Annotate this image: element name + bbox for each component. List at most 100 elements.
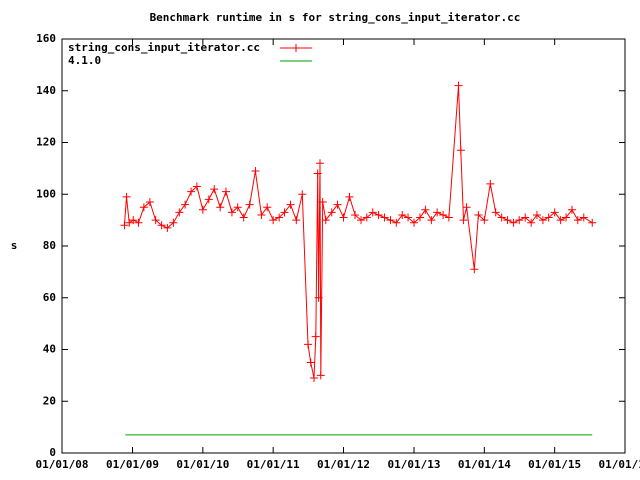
point-marker [351, 210, 360, 219]
point-marker [456, 146, 465, 155]
point-marker [151, 216, 160, 225]
y-tick-label: 20 [43, 394, 56, 407]
point-marker [129, 216, 138, 225]
point-marker [521, 213, 530, 222]
point-marker [497, 213, 506, 222]
point-marker [410, 218, 419, 227]
legend-label: string_cons_input_iterator.cc [68, 41, 260, 54]
y-tick-label: 0 [49, 446, 56, 459]
point-marker [187, 187, 196, 196]
point-marker [427, 216, 436, 225]
point-marker [204, 195, 213, 204]
x-tick-label: 01/01/13 [388, 458, 441, 471]
point-marker [311, 332, 320, 341]
point-marker [444, 213, 453, 222]
point-marker [275, 213, 284, 222]
point-marker [415, 213, 424, 222]
point-marker [251, 166, 260, 175]
point-marker [439, 210, 448, 219]
point-marker [221, 187, 230, 196]
point-marker [134, 218, 143, 227]
legend-swatch [292, 44, 300, 52]
point-marker [470, 265, 479, 274]
point-marker [503, 216, 512, 225]
point-marker [579, 213, 588, 222]
point-marker [386, 216, 395, 225]
point-marker [315, 159, 324, 168]
point-marker [239, 213, 248, 222]
x-tick-label: 01/01/16 [599, 458, 640, 471]
x-tick-label: 01/01/10 [176, 458, 229, 471]
point-marker [125, 218, 134, 227]
point-marker [286, 200, 295, 209]
point-marker [454, 81, 463, 90]
point-marker [145, 198, 154, 207]
y-tick-label: 60 [43, 291, 56, 304]
point-marker [532, 210, 541, 219]
point-marker [181, 200, 190, 209]
point-marker [310, 373, 319, 382]
point-marker [163, 223, 172, 232]
point-marker [210, 185, 219, 194]
plot-frame [61, 38, 626, 454]
y-tick-label: 100 [36, 187, 56, 200]
point-marker [321, 216, 330, 225]
point-marker [486, 179, 495, 188]
point-marker [550, 208, 559, 217]
point-marker [562, 213, 571, 222]
point-marker [527, 218, 536, 227]
y-tick-label: 140 [36, 84, 56, 97]
point-marker [421, 205, 430, 214]
point-marker [327, 208, 336, 217]
point-marker [398, 210, 407, 219]
point-marker [316, 371, 325, 380]
x-tick-label: 01/01/15 [528, 458, 581, 471]
point-marker [263, 203, 272, 212]
x-tick-label: 01/01/09 [106, 458, 159, 471]
point-marker [280, 208, 289, 217]
point-marker [380, 213, 389, 222]
point-marker [357, 216, 366, 225]
point-marker [216, 203, 225, 212]
point-marker [306, 358, 315, 367]
y-tick-label: 80 [43, 239, 56, 252]
point-marker [339, 213, 348, 222]
y-tick-label: 40 [43, 343, 56, 356]
point-marker [362, 213, 371, 222]
point-marker [333, 200, 342, 209]
point-marker [480, 216, 489, 225]
point-marker [122, 192, 131, 201]
point-marker [433, 208, 442, 217]
point-marker [404, 213, 413, 222]
point-marker [459, 216, 468, 225]
point-marker [304, 340, 313, 349]
point-marker [169, 218, 178, 227]
point-marker [314, 293, 323, 302]
y-tick-label: 120 [36, 136, 56, 149]
x-tick-label: 01/01/11 [247, 458, 300, 471]
point-marker [227, 208, 236, 217]
point-marker [345, 192, 354, 201]
point-marker [157, 221, 166, 230]
point-marker [462, 203, 471, 212]
point-marker [233, 203, 242, 212]
point-marker [120, 221, 129, 230]
point-marker [192, 182, 201, 191]
legend-label: 4.1.0 [68, 54, 101, 67]
series-line [123, 85, 593, 379]
point-marker [368, 208, 377, 217]
point-marker [568, 205, 577, 214]
point-marker [491, 208, 500, 217]
point-marker [515, 216, 524, 225]
point-marker [198, 205, 207, 214]
point-marker [538, 216, 547, 225]
point-marker [318, 198, 327, 207]
point-marker [544, 213, 553, 222]
point-marker [374, 210, 383, 219]
point-marker [392, 218, 401, 227]
x-tick-label: 01/01/14 [458, 458, 511, 471]
point-marker [245, 200, 254, 209]
point-marker [509, 218, 518, 227]
x-tick-label: 01/01/08 [36, 458, 89, 471]
